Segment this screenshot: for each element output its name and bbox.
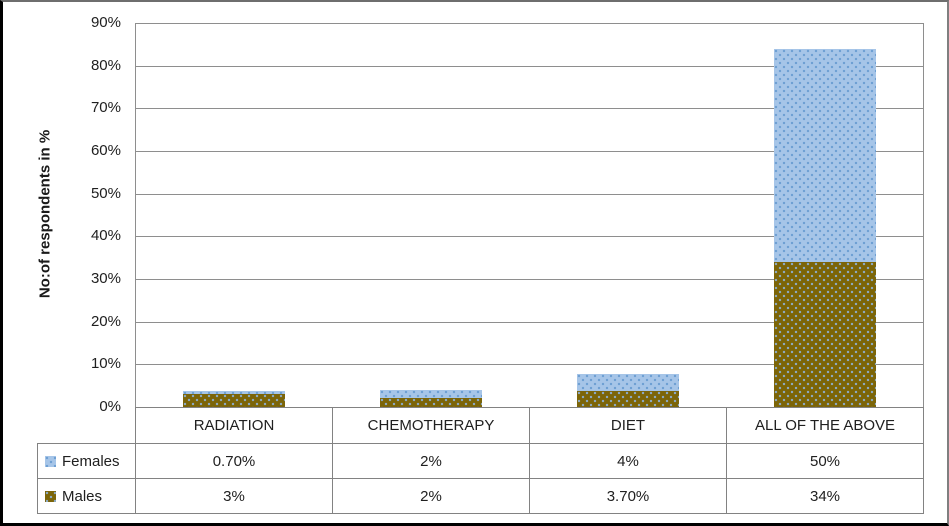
legend-label-males: Males: [62, 487, 103, 505]
gridline-30: [135, 279, 923, 280]
bar-segment-males-radiation: [182, 394, 285, 407]
gridline-90: [135, 23, 923, 24]
y-tick-label: 40%: [90, 227, 121, 245]
gridline-40: [135, 236, 923, 238]
value-cell-females-radiation: 0.70%: [135, 443, 333, 479]
gridline-70: [135, 108, 923, 110]
value-cell-males-radiation: 3%: [135, 478, 333, 514]
bar-segment-females-chemotherapy: [379, 389, 482, 399]
gridline-50: [135, 193, 923, 195]
value-cell-males-diet: 3.70%: [529, 478, 727, 514]
y-tick-label: 30%: [90, 270, 121, 287]
value-cell-males-all-of-the-above: 34%: [726, 478, 924, 514]
bar-segment-females-all-of-the-above: [773, 48, 876, 262]
table-header-radiation: RADIATION: [135, 407, 333, 444]
bar-segment-males-all-of-the-above: [773, 261, 876, 407]
gridline-60: [135, 151, 923, 152]
females-legend-swatch-icon: [45, 455, 56, 467]
table-header-chemotherapy: CHEMOTHERAPY: [332, 407, 530, 444]
males-legend-swatch-icon: [45, 490, 56, 502]
y-tick-label: 0%: [99, 398, 121, 415]
value-cell-females-chemotherapy: 2%: [332, 443, 530, 479]
gridline-20: [135, 321, 923, 323]
y-tick-label: 20%: [90, 312, 121, 330]
table-header-diet: DIET: [529, 407, 727, 444]
y-tick-label: 90%: [90, 14, 121, 31]
gridline-80: [135, 65, 923, 67]
table-header-all-of-the-above: ALL OF THE ABOVE: [726, 407, 924, 444]
y-tick-label: 50%: [90, 184, 121, 202]
value-cell-females-all-of-the-above: 50%: [726, 443, 924, 479]
legend-cell-males: Males: [37, 478, 136, 514]
y-axis-line: [135, 23, 136, 407]
value-cell-males-chemotherapy: 2%: [332, 478, 530, 514]
y-tick-label: 70%: [90, 99, 121, 117]
legend-label-females: Females: [62, 452, 120, 470]
y-tick-label: 80%: [90, 56, 121, 74]
y-tick-label: 60%: [90, 142, 121, 159]
bar-segment-males-chemotherapy: [379, 398, 482, 407]
plot-right-border: [923, 23, 924, 407]
legend-cell-females: Females: [37, 443, 136, 479]
bar-segment-females-diet: [576, 374, 679, 392]
value-cell-females-diet: 4%: [529, 443, 727, 479]
y-tick-label: 10%: [90, 355, 121, 373]
gridline-10: [135, 364, 923, 366]
bar-segment-females-radiation: [182, 391, 285, 395]
bar-segment-males-diet: [576, 391, 679, 407]
